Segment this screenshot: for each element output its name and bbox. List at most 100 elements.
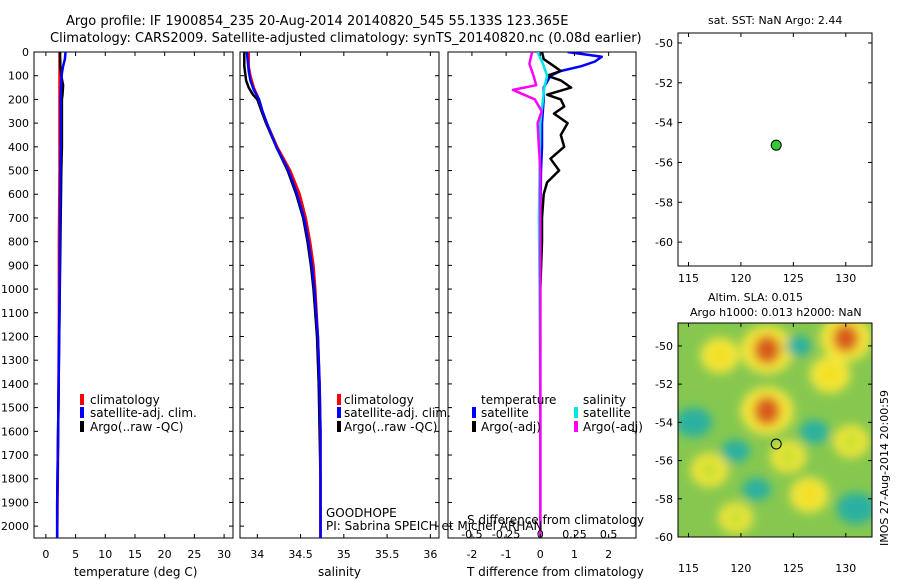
sla-high-anomaly-core [799, 484, 819, 506]
x-tick-label: 2 [605, 548, 612, 561]
depth-tick-label: 900 [8, 259, 29, 272]
sla-low-anomaly [785, 335, 812, 357]
sst-map-axes: 115 120 125 130 -50 -52 -54 -56 -58 -60 [655, 33, 872, 285]
sla-low-anomaly [836, 492, 872, 525]
sla-high-anomaly-core [842, 431, 860, 452]
argo-float-position-marker [770, 139, 782, 151]
map-y-tick-label: -56 [655, 455, 673, 468]
x-tick-label: 34 [250, 548, 264, 561]
s-diff-tick-label: -0.25 [492, 528, 520, 541]
map-y-tick-label: -50 [655, 340, 673, 353]
series-line-climatology [247, 52, 322, 538]
salinity-plot-frame [239, 51, 440, 539]
legend-label-climatology: climatology [90, 393, 160, 407]
depth-tick-label: 600 [8, 188, 29, 201]
sla-high-anomaly-core [727, 508, 745, 528]
map-x-tick-label: 115 [678, 272, 699, 285]
sst-map-points [770, 139, 782, 151]
figure-title-line2: Climatology: CARS2009. Satellite-adjuste… [50, 31, 642, 46]
legend-label-satellite: satellite-adj. clim. [344, 406, 451, 420]
legend-swatch-t-argo [472, 421, 476, 432]
sla-low-anomaly [799, 419, 830, 444]
figure-title-line1: Argo profile: IF 1900854_235 20-Aug-2014… [66, 14, 568, 29]
map-y-tick-label: -60 [655, 531, 673, 544]
x-tick-label: 0 [42, 548, 49, 561]
principal-investigators: PI: Sabrina SPEICH et Michel ARHAN [326, 519, 543, 533]
difference-legend: temperature salinity satellite Argo(-adj… [472, 393, 643, 434]
legend-label-t-argo: Argo(-adj) [481, 420, 541, 434]
sla-high-anomaly-core [819, 363, 841, 386]
sla-high-anomaly-core [832, 324, 859, 353]
series-line-satellite [55, 52, 67, 538]
legend-swatch-satellite [80, 407, 84, 418]
depth-tick-label: 800 [8, 236, 29, 249]
depth-tick-label: 0 [22, 46, 29, 59]
series-line-s-argo [511, 52, 543, 538]
map-x-tick-label: 115 [678, 562, 699, 575]
map-y-tick-label: -56 [655, 156, 673, 169]
sla-map-title-line1: Altim. SLA: 0.015 [708, 291, 803, 304]
map-y-tick-label: -58 [655, 493, 673, 506]
series-line-t-satellite [539, 52, 604, 538]
s-diff-tick-label: 0 [537, 528, 544, 541]
legend-swatch-climatology [337, 394, 341, 405]
legend-label-s-satellite: satellite [583, 406, 631, 420]
sla-high-anomaly-core [710, 344, 730, 367]
temperature-plot-frame [33, 51, 234, 539]
x-tick-label: 25 [187, 548, 201, 561]
x-tick-label: 1 [571, 548, 578, 561]
temperature-series [55, 52, 67, 538]
x-tick-label: 0 [537, 548, 544, 561]
depth-tick-label: 1200 [1, 330, 29, 343]
salinity-legend: climatology satellite-adj. clim. Argo(..… [337, 393, 451, 434]
depth-tick-label: 200 [8, 93, 29, 106]
sla-low-anomaly [721, 439, 750, 463]
s-diff-tick-label: 0.5 [600, 528, 618, 541]
map-x-tick-label: 125 [783, 272, 804, 285]
map-x-tick-label: 130 [835, 272, 856, 285]
map-y-tick-label: -58 [655, 196, 673, 209]
sla-high-anomaly-core [753, 396, 781, 426]
x-tick-label: 15 [128, 548, 142, 561]
sst-map-title: sat. SST: NaN Argo: 2.44 [708, 14, 842, 27]
legend-label-t-satellite: satellite [481, 406, 529, 420]
x-tick-label: 36 [423, 548, 437, 561]
map-y-tick-label: -50 [655, 37, 673, 50]
x-tick-label: 5 [72, 548, 79, 561]
x-tick-label: 20 [158, 548, 172, 561]
legend-swatch-argo [337, 421, 341, 432]
x-tick-label: -2 [466, 548, 477, 561]
map-y-tick-label: -60 [655, 236, 673, 249]
program-name: GOODHOPE [326, 506, 397, 520]
x-tick-label: 35.5 [375, 548, 400, 561]
legend-label-satellite: satellite-adj. clim. [90, 406, 197, 420]
legend-label-s-argo: Argo(-adj) [583, 420, 643, 434]
map-x-tick-label: 120 [730, 562, 751, 575]
salinity-series [243, 52, 322, 538]
sla-map-axes: 115 120 125 130 -50 -52 -54 -56 -58 -60 [655, 323, 872, 575]
depth-tick-label: 1700 [1, 449, 29, 462]
map-y-tick-label: -54 [655, 117, 673, 130]
depth-tick-label: 700 [8, 212, 29, 225]
sla-high-anomaly-core [700, 459, 719, 481]
sla-low-anomaly [742, 477, 771, 501]
difference-series [511, 52, 604, 538]
legend-swatch-satellite [337, 407, 341, 418]
legend-swatch-climatology [80, 394, 84, 405]
x-tick-label: 35 [337, 548, 351, 561]
legend-swatch-t-satellite [472, 407, 476, 418]
sla-heatmap-layer [678, 323, 872, 537]
s-difference-xlabel: S difference from climatology [467, 513, 644, 527]
map-x-tick-label: 120 [730, 272, 751, 285]
map-x-tick-label: 130 [835, 562, 856, 575]
x-tick-label: 30 [217, 548, 231, 561]
series-line-satellite [245, 52, 322, 538]
sla-map-points [770, 438, 782, 450]
depth-tick-label: 1500 [1, 402, 29, 415]
depth-tick-label: 300 [8, 117, 29, 130]
series-line-t-argo [539, 52, 573, 538]
depth-tick-label: 1900 [1, 496, 29, 509]
depth-tick-label: 2000 [1, 520, 29, 533]
depth-tick-label: 100 [8, 70, 29, 83]
